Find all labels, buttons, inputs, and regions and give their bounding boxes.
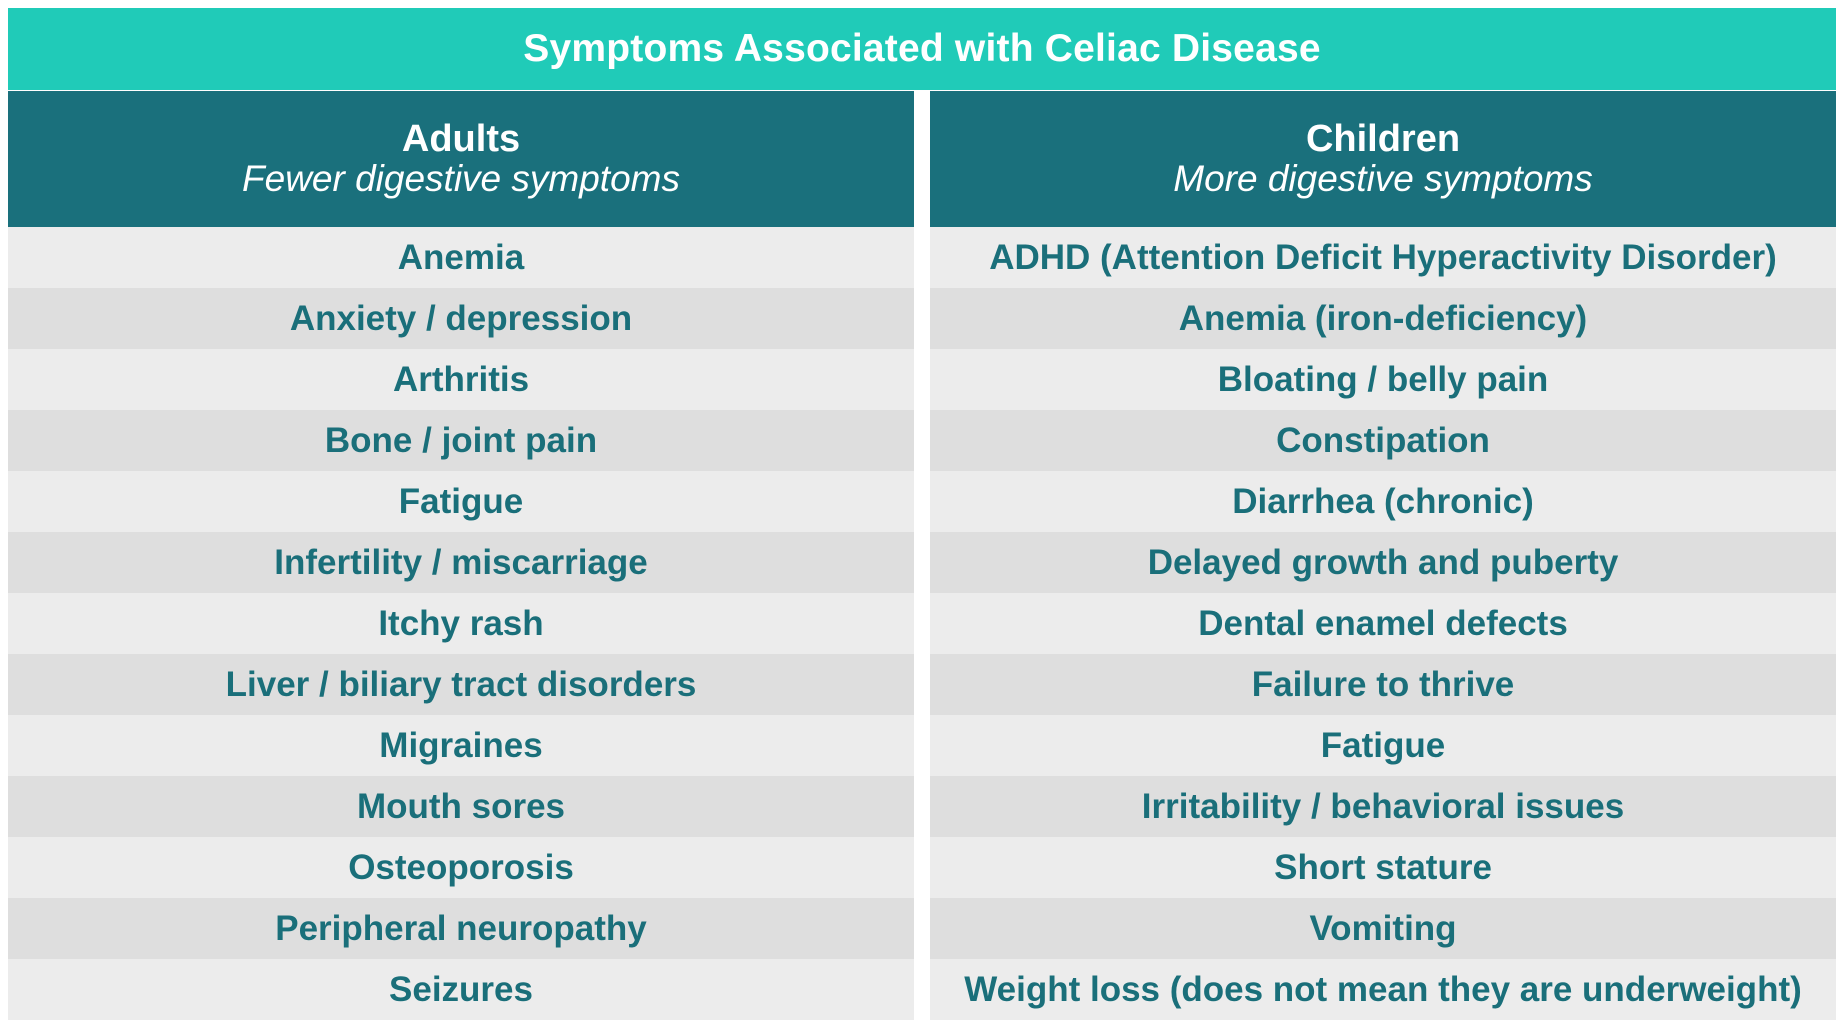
symptom-row: Failure to thrive — [930, 654, 1836, 715]
symptom-row: Short stature — [930, 837, 1836, 898]
adults-column: Adults Fewer digestive symptoms Anemia An… — [8, 91, 914, 1022]
adults-heading: Adults — [401, 118, 521, 160]
symptom-row: Constipation — [930, 410, 1836, 471]
adults-symptom-list: Anemia Anxiety / depression Arthritis Bone … — [8, 227, 914, 1020]
table-title: Symptoms Associated with Celiac Disease — [8, 8, 1836, 90]
symptom-row: Fatigue — [8, 471, 914, 532]
children-heading: Children — [1305, 118, 1461, 160]
children-symptom-list: ADHD (Attention Deficit Hyperactivity Di… — [930, 227, 1836, 1020]
children-column: Children More digestive symptoms ADHD (A… — [930, 91, 1836, 1022]
symptom-row: Peripheral neuropathy — [8, 898, 914, 959]
symptom-row: Bone / joint pain — [8, 410, 914, 471]
symptom-row: Anxiety / depression — [8, 288, 914, 349]
symptom-row: Osteoporosis — [8, 837, 914, 898]
symptom-row: Dental enamel defects — [930, 593, 1836, 654]
symptom-row: Seizures — [8, 959, 914, 1020]
symptom-row: Weight loss (does not mean they are unde… — [930, 959, 1836, 1020]
symptom-row: Irritability / behavioral issues — [930, 776, 1836, 837]
symptom-row: Infertility / miscarriage — [8, 532, 914, 593]
adults-subheading: Fewer digestive symptoms — [242, 158, 680, 199]
symptom-row: Anemia (iron-deficiency) — [930, 288, 1836, 349]
children-subheading: More digestive symptoms — [1173, 158, 1593, 199]
symptom-row: Vomiting — [930, 898, 1836, 959]
symptom-row: Diarrhea (chronic) — [930, 471, 1836, 532]
symptom-row: Itchy rash — [8, 593, 914, 654]
symptom-row: Migraines — [8, 715, 914, 776]
symptom-row: Liver / biliary tract disorders — [8, 654, 914, 715]
symptom-row: Fatigue — [930, 715, 1836, 776]
symptom-row: Mouth sores — [8, 776, 914, 837]
symptom-row: Arthritis — [8, 349, 914, 410]
children-header: Children More digestive symptoms — [930, 91, 1836, 227]
symptom-row: Anemia — [8, 227, 914, 288]
symptom-row: Bloating / belly pain — [930, 349, 1836, 410]
symptom-row: Delayed growth and puberty — [930, 532, 1836, 593]
adults-header: Adults Fewer digestive symptoms — [8, 91, 914, 227]
symptom-row: ADHD (Attention Deficit Hyperactivity Di… — [930, 227, 1836, 288]
